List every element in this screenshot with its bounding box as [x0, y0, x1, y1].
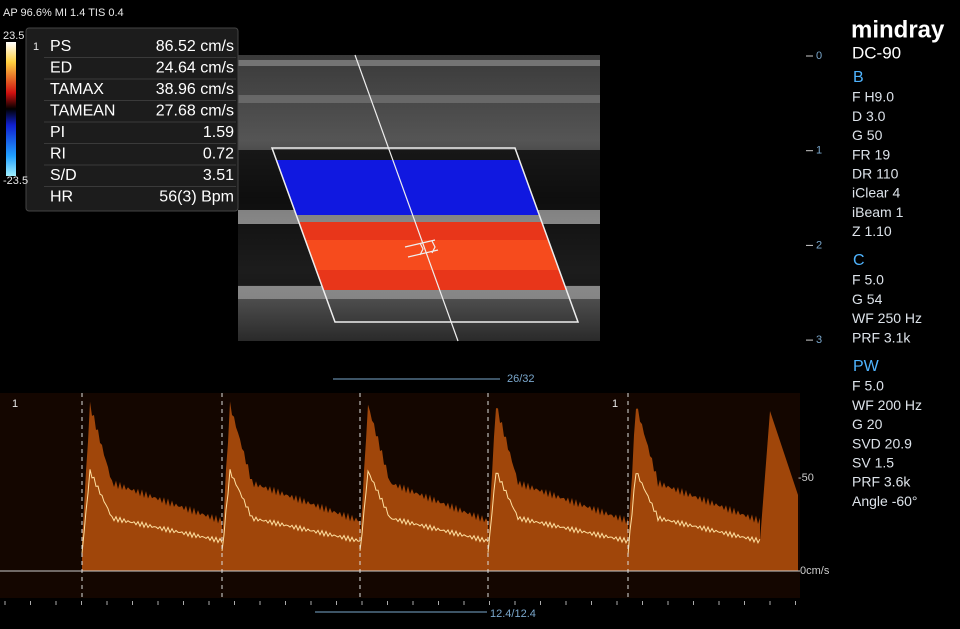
spectrum-envelope — [628, 408, 760, 571]
color-bar — [6, 42, 16, 176]
depth-label: 1 — [816, 145, 822, 157]
param: F 5.0 — [852, 272, 884, 288]
param: iClear 4 — [852, 185, 900, 201]
measure-label: ED — [50, 60, 72, 77]
waveform — [81, 401, 798, 571]
measure-label: S/D — [50, 167, 77, 184]
depth-label: 0 — [816, 50, 822, 62]
param: WF 250 Hz — [852, 310, 922, 326]
spectrum-envelope — [222, 401, 360, 571]
param: Z 1.10 — [852, 223, 892, 239]
color-scale-max: 23.5 — [3, 30, 24, 42]
spectrum-core — [627, 473, 761, 555]
measure-value: 86.52 cm/s — [156, 38, 234, 55]
param-title: C — [853, 252, 865, 269]
param: FR 19 — [852, 146, 890, 162]
velocity-tick: 0cm/s — [800, 565, 830, 577]
spectrum-core — [359, 469, 489, 551]
param: SVD 20.9 — [852, 435, 912, 451]
trace-marker: 1 — [12, 398, 18, 410]
velocity-tick: -50 — [798, 472, 814, 484]
frame-counter: 26/32 — [507, 373, 535, 385]
b-mode-image — [238, 54, 600, 342]
param: Angle -60° — [852, 493, 918, 509]
color-scale-min: -23.5 — [3, 175, 28, 187]
spectrum-envelope — [760, 411, 798, 571]
measure-label: HR — [50, 189, 73, 206]
param-title: PW — [853, 358, 880, 375]
measure-value: 27.68 cm/s — [156, 103, 234, 120]
trace-marker: 1 — [612, 398, 618, 410]
param: PRF 3.6k — [852, 474, 911, 490]
param: G 50 — [852, 127, 883, 143]
sweep-counter: 12.4/12.4 — [490, 608, 536, 620]
measure-value: 38.96 cm/s — [156, 81, 234, 98]
spectrum-envelope — [360, 404, 488, 571]
param: F H9.0 — [852, 89, 894, 105]
spectrum-core — [487, 472, 629, 553]
measure-value: 1.59 — [203, 124, 234, 141]
measure-label: PS — [50, 38, 71, 55]
spectrum-envelope — [488, 408, 628, 571]
spectrum-core — [81, 469, 223, 554]
depth-label: 2 — [816, 239, 822, 251]
acoustic-output: AP 96.6% MI 1.4 TIS 0.4 — [3, 7, 124, 19]
spectrum-core — [221, 469, 361, 552]
param: G 20 — [852, 416, 883, 432]
scale-decor — [4, 378, 796, 613]
param: DR 110 — [852, 166, 899, 182]
param: PRF 3.1k — [852, 329, 911, 345]
depth-label: 3 — [816, 334, 822, 346]
brand-logo: mindray — [851, 16, 945, 43]
param: D 3.0 — [852, 108, 886, 124]
param: iBeam 1 — [852, 204, 904, 220]
param: F 5.0 — [852, 378, 884, 394]
measure-value: 3.51 — [203, 167, 234, 184]
param: SV 1.5 — [852, 455, 894, 471]
measure-value: 56(3) Bpm — [159, 189, 234, 206]
measure-value: 24.64 cm/s — [156, 60, 234, 77]
model: DC-90 — [852, 43, 901, 62]
param-title: B — [853, 69, 864, 86]
param: WF 200 Hz — [852, 397, 922, 413]
spectrum-envelope — [82, 401, 222, 571]
color-marker: 1 — [33, 41, 39, 53]
measure-label: RI — [50, 146, 66, 163]
measure-label: TAMAX — [50, 81, 104, 98]
measure-label: PI — [50, 124, 65, 141]
measure-value: 0.72 — [203, 146, 234, 163]
param: G 54 — [852, 291, 883, 307]
measure-label: TAMEAN — [50, 103, 115, 120]
